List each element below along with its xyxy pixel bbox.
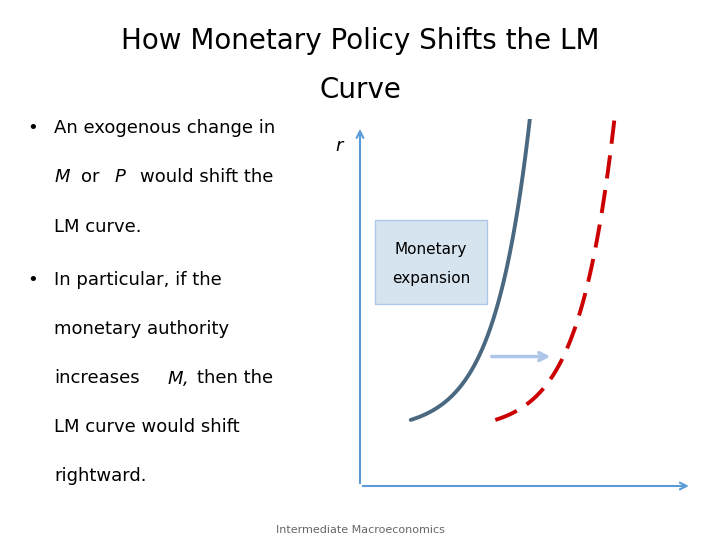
Text: Curve: Curve — [319, 76, 401, 104]
FancyBboxPatch shape — [375, 220, 487, 304]
Text: In particular, if the: In particular, if the — [54, 271, 222, 288]
Text: increases: increases — [54, 369, 140, 387]
Text: Intermediate Macroeconomics: Intermediate Macroeconomics — [276, 524, 444, 535]
Text: $M$: $M$ — [54, 168, 71, 186]
Text: •: • — [27, 119, 38, 137]
Text: LM curve.: LM curve. — [54, 218, 142, 235]
Text: monetary authority: monetary authority — [54, 320, 229, 338]
Text: then the: then the — [197, 369, 273, 387]
Text: LM curve would shift: LM curve would shift — [54, 418, 240, 436]
Text: Monetary: Monetary — [395, 242, 467, 258]
Text: rightward.: rightward. — [54, 467, 147, 485]
Text: expansion: expansion — [392, 271, 470, 286]
Text: would shift the: would shift the — [140, 168, 274, 186]
Text: $M$,: $M$, — [167, 369, 188, 388]
Text: How Monetary Policy Shifts the LM: How Monetary Policy Shifts the LM — [121, 27, 599, 55]
Text: $r$: $r$ — [335, 137, 345, 155]
Text: or: or — [81, 168, 99, 186]
Text: •: • — [27, 271, 38, 288]
Text: $P$: $P$ — [114, 168, 127, 186]
Text: An exogenous change in: An exogenous change in — [54, 119, 275, 137]
